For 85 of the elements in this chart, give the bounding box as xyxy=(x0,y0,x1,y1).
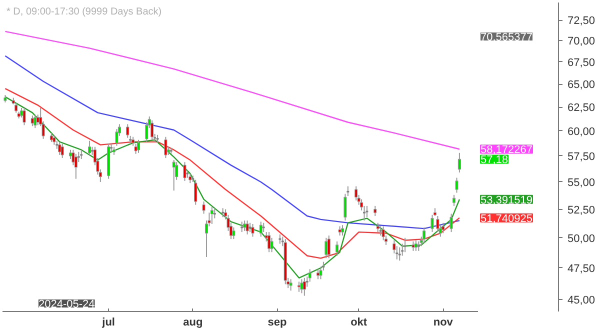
y-tick-label: 47,50 xyxy=(568,262,596,275)
candlestick xyxy=(324,237,328,259)
candlestick xyxy=(376,222,380,233)
candlestick xyxy=(34,114,37,129)
candlestick xyxy=(251,223,254,238)
candlestick xyxy=(164,136,168,158)
candlestick xyxy=(126,124,130,138)
candlestick xyxy=(338,226,342,236)
candlestick xyxy=(422,226,426,244)
candlestick xyxy=(414,240,418,252)
candlestick xyxy=(289,278,292,292)
candlestick xyxy=(327,235,330,259)
candlestick xyxy=(344,193,347,222)
candlestick xyxy=(240,221,244,233)
candlestick xyxy=(134,143,138,154)
candlestick xyxy=(58,141,62,156)
candlestick xyxy=(188,173,192,184)
candlestick xyxy=(52,134,56,146)
candlestick xyxy=(14,102,18,114)
y-tick-label: 45,00 xyxy=(568,294,596,307)
x-tick-label: jul xyxy=(101,316,116,328)
candlestick xyxy=(379,226,382,236)
candlestick xyxy=(60,143,64,158)
candlestick xyxy=(412,240,415,252)
candlestick xyxy=(202,201,206,214)
candlestick xyxy=(194,179,198,206)
y-tick-label: 72,50 xyxy=(568,15,596,28)
candlestick xyxy=(136,139,140,154)
candlestick xyxy=(268,232,271,253)
data-label: 58,172267 xyxy=(480,144,532,156)
candlestick xyxy=(319,266,322,280)
candlestick xyxy=(278,234,282,244)
annotation: 2024-05-24 xyxy=(38,298,95,310)
candlestick xyxy=(363,205,366,222)
candlestick xyxy=(436,216,440,233)
candlestick xyxy=(243,220,246,232)
candlestick xyxy=(302,277,306,296)
candlestick xyxy=(80,149,83,160)
candlestick xyxy=(210,206,214,224)
candlestick xyxy=(354,186,358,201)
x-tick-label: nov xyxy=(433,316,454,328)
candlestick xyxy=(88,140,92,156)
y-tick-label: 55,00 xyxy=(568,177,596,189)
candlestick xyxy=(22,107,26,126)
y-tick-label: 52,50 xyxy=(568,204,596,216)
data-label: 53,391519 xyxy=(480,194,532,206)
candlestick xyxy=(300,278,304,294)
text: 70,565377 xyxy=(480,32,532,44)
y-tick-label: 50,00 xyxy=(568,232,596,245)
candlestick xyxy=(452,194,456,206)
candlestick xyxy=(183,162,186,182)
candlestick xyxy=(374,205,377,217)
candlestick xyxy=(259,221,262,238)
x-tick-label: aug xyxy=(183,316,203,328)
candlestick xyxy=(340,224,344,236)
data-label: 51,740925 xyxy=(480,212,532,225)
y-tick-label: 70,00 xyxy=(568,36,596,48)
y-tick-label: 57,50 xyxy=(568,150,596,163)
candlestick xyxy=(442,222,445,234)
line-series xyxy=(4,55,460,230)
candlestick xyxy=(297,281,301,292)
candlestick xyxy=(450,213,453,233)
y-tick-label: 60,00 xyxy=(568,126,596,138)
candlestick xyxy=(404,237,406,253)
candlestick xyxy=(417,240,420,252)
candlestick xyxy=(382,226,385,241)
candlestick xyxy=(336,240,339,256)
x-tick-label: sep xyxy=(268,316,287,328)
candlestick xyxy=(346,186,350,197)
candlestick xyxy=(74,153,78,180)
y-tick-label: 65,00 xyxy=(568,79,596,92)
text: 57,18 xyxy=(480,154,508,166)
candlestick xyxy=(458,152,461,173)
chart-title: * D, 09:00-17:30 (9999 Days Back) xyxy=(6,6,162,18)
y-tick-label: 62,50 xyxy=(568,102,596,114)
y-tick-label: 67,50 xyxy=(568,56,596,69)
x-tick-label: okt xyxy=(350,316,368,328)
candlestick xyxy=(262,222,265,233)
line-series xyxy=(4,30,460,150)
candlestick xyxy=(270,237,274,253)
candlestick xyxy=(150,120,154,140)
candlestick xyxy=(398,246,401,262)
candlestick xyxy=(455,177,458,194)
candlestick xyxy=(232,226,236,240)
candlestick xyxy=(246,220,249,235)
